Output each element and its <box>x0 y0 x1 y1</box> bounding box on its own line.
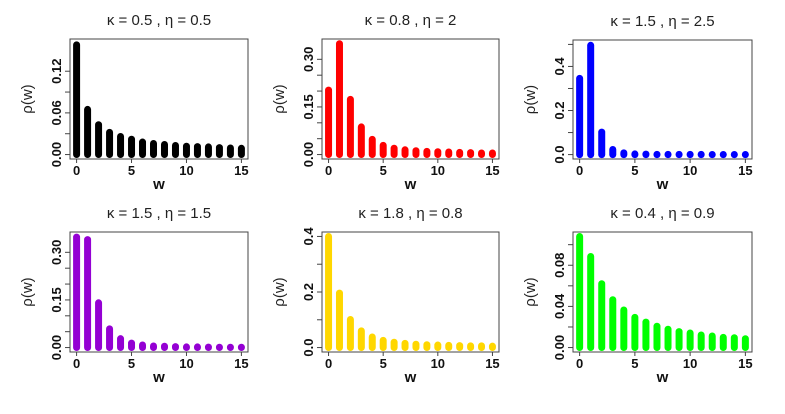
panel-title: κ = 1.5 , η = 2.5 <box>610 13 714 30</box>
x-axis-label: w <box>152 176 165 193</box>
x-tick-label: 15 <box>485 356 499 371</box>
y-tick-label: 0.06 <box>49 100 64 125</box>
panel-title: κ = 0.8 , η = 2 <box>365 12 457 29</box>
plot-frame <box>572 231 753 353</box>
panel-title: κ = 0.4 , η = 0.9 <box>610 205 714 222</box>
x-axis-label: w <box>656 369 669 386</box>
panel-title: κ = 1.5 , η = 1.5 <box>107 205 211 222</box>
x-tick-label: 5 <box>380 163 387 178</box>
y-tick-label: 0.4 <box>552 57 567 76</box>
x-tick-label: 15 <box>738 163 752 178</box>
y-tick-label: 0.2 <box>552 101 567 119</box>
y-tick-label: 0.0 <box>552 146 567 164</box>
x-axis-label: w <box>404 176 417 193</box>
x-axis-label: w <box>152 369 165 386</box>
plot-frame <box>321 38 500 160</box>
x-axis-label: w <box>404 369 417 386</box>
x-tick-label: 5 <box>631 356 638 371</box>
y-tick-label: 0.00 <box>49 335 64 360</box>
y-axis-label: ρ(w) <box>271 277 288 306</box>
x-tick-label: 0 <box>576 356 583 371</box>
y-tick-label: 0.08 <box>552 253 567 278</box>
x-tick-label: 10 <box>683 163 697 178</box>
x-tick-label: 15 <box>234 356 248 371</box>
panel-6: 0 5 10 15 0.00 0.04 0.08 κ = 0.4 , η = 0.9 w ρ(w) <box>522 205 753 386</box>
x-tick-label: 15 <box>234 163 248 178</box>
y-tick-label: 0.2 <box>301 283 316 301</box>
y-tick-label: 0.04 <box>552 293 567 319</box>
x-tick-label: 5 <box>631 163 638 178</box>
x-tick-label: 5 <box>128 356 135 371</box>
y-tick-label: 0.00 <box>301 142 316 167</box>
x-tick-label: 15 <box>485 163 499 178</box>
x-tick-label: 15 <box>738 356 752 371</box>
x-tick-label: 0 <box>73 163 80 178</box>
plot-frame <box>572 39 753 160</box>
y-tick-label: 0.0 <box>301 339 316 357</box>
x-tick-label: 0 <box>576 163 583 178</box>
y-tick-label: 0.00 <box>49 142 64 167</box>
x-tick-label: 5 <box>380 356 387 371</box>
y-tick-label: 0.30 <box>301 47 316 72</box>
y-tick-label: 0.00 <box>552 335 567 360</box>
y-tick-label: 0.30 <box>49 240 64 265</box>
y-axis-label: ρ(w) <box>271 84 288 113</box>
panel-2: 0 5 10 15 0.00 0.15 0.30 κ = 0.8 , η = 2 w ρ(w) <box>271 12 500 193</box>
x-tick-label: 10 <box>431 163 445 178</box>
y-tick-label: 0.15 <box>49 287 64 312</box>
x-axis-label: w <box>656 176 669 193</box>
y-axis-label: ρ(w) <box>19 84 36 113</box>
y-axis-label: ρ(w) <box>522 85 539 114</box>
x-tick-label: 10 <box>431 356 445 371</box>
x-tick-label: 10 <box>683 356 697 371</box>
panel-title: κ = 1.8 , η = 0.8 <box>358 205 462 222</box>
panel-4: 0 5 10 15 0.00 0.15 0.30 κ = 1.5 , η = 1.5 w ρ(w) <box>19 205 249 386</box>
panel-5: 0 5 10 15 0.0 0.2 0.4 κ = 1.8 , η = 0.8 w ρ(w) <box>271 205 500 386</box>
plot-frame <box>69 231 249 353</box>
y-tick-label: 0.12 <box>49 59 64 84</box>
x-tick-label: 10 <box>179 163 193 178</box>
panel-title: κ = 0.5 , η = 0.5 <box>107 12 211 29</box>
x-tick-label: 0 <box>325 163 332 178</box>
x-tick-label: 0 <box>325 356 332 371</box>
y-tick-label: 0.15 <box>301 94 316 119</box>
x-tick-label: 0 <box>73 356 80 371</box>
y-axis-label: ρ(w) <box>19 277 36 306</box>
panel-1: 0 5 10 15 0.00 0.06 0.12 κ = 0.5 , η = 0.5 w ρ(w) <box>19 12 249 193</box>
y-tick-label: 0.4 <box>301 227 316 246</box>
panel-3: 0 5 10 15 0.0 0.2 0.4 κ = 1.5 , η = 2.5 w ρ(w) <box>522 13 753 193</box>
y-axis-label: ρ(w) <box>522 277 539 306</box>
x-tick-label: 10 <box>179 356 193 371</box>
plot-frame <box>69 38 249 160</box>
x-tick-label: 5 <box>128 163 135 178</box>
